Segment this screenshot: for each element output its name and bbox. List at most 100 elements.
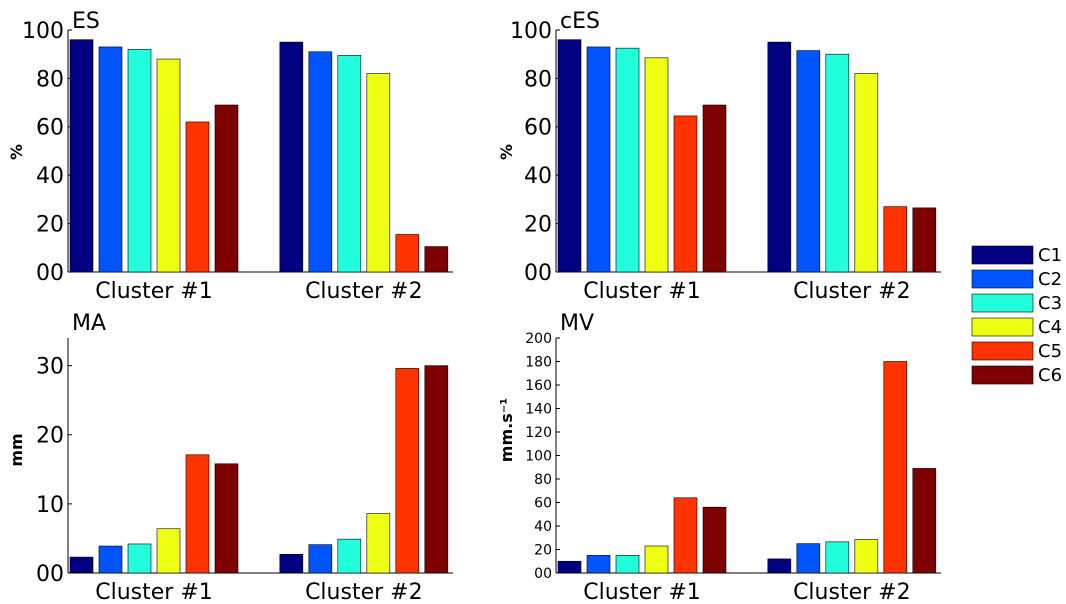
y-tick-label: 00 <box>524 261 552 286</box>
bar-c3-1 <box>127 49 152 273</box>
bar-c2-1 <box>98 545 123 574</box>
y-tick-label: 20 <box>524 213 552 238</box>
legend-swatch <box>971 341 1034 361</box>
legend-swatch <box>971 269 1034 289</box>
bar-c4-1 <box>644 57 669 273</box>
y-tick-label: 20 <box>36 213 64 238</box>
bar-c4-2 <box>366 73 391 273</box>
bar-c1-2 <box>767 41 792 273</box>
y-tick-label: 00 <box>36 261 64 286</box>
plot-area: 00 20 40 60 80 100 120 140 160 180 200 Cluster #1 Cl… <box>525 331 941 604</box>
bar-c4-1 <box>156 528 181 574</box>
bar-c6-1 <box>214 104 239 273</box>
bar-c6-2 <box>912 207 937 273</box>
y-tick-label: 10 <box>36 493 64 518</box>
legend-swatch <box>971 245 1034 265</box>
y-axis-label: % <box>7 144 26 160</box>
x-tick-label: Cluster #2 <box>305 279 423 304</box>
bar-c5-1 <box>185 454 210 574</box>
bar-c3-2 <box>825 53 850 273</box>
plot-area: 00 20 40 60 80 100 Cluster #1 Cluster #2 <box>510 19 941 304</box>
bar-c5-2 <box>883 206 908 273</box>
bar-c5-1 <box>673 497 698 574</box>
legend-swatch <box>971 365 1034 385</box>
bar-c4-2 <box>366 513 391 574</box>
bar-c2-2 <box>796 50 821 273</box>
bar-c2-1 <box>98 46 123 273</box>
legend-label: C2 <box>1038 269 1062 290</box>
bar-c1-2 <box>767 558 792 574</box>
bar-c2-2 <box>796 543 821 574</box>
bar-c6-1 <box>702 506 727 574</box>
plot-area: 00 10 20 30 Cluster #1 Cluster #2 <box>36 338 453 604</box>
y-tick-label: 140 <box>525 402 552 418</box>
legend: C1 C2 C3 C4 C5 C6 <box>969 239 1062 397</box>
bar-c2-2 <box>308 51 333 273</box>
x-tick-label: Cluster #1 <box>95 580 213 604</box>
bar-c5-2 <box>395 234 420 273</box>
bar-c2-1 <box>586 555 611 574</box>
y-tick-label: 60 <box>36 116 64 141</box>
subplot-title: cES <box>560 9 600 34</box>
bar-c6-1 <box>214 463 239 574</box>
bar-c3-2 <box>825 541 850 574</box>
y-tick-label: 100 <box>510 19 552 44</box>
y-tick-label: 200 <box>525 331 552 347</box>
bar-c5-1 <box>185 121 210 273</box>
bar-c3-1 <box>127 543 152 574</box>
x-tick-label: Cluster #2 <box>793 279 911 304</box>
subplot-title: MV <box>560 311 594 336</box>
y-tick-label: 00 <box>36 562 64 587</box>
subplot-mv: MV mm.s⁻¹ <box>497 311 594 462</box>
bar-c2-2 <box>308 544 333 574</box>
y-axis-label: % <box>497 144 516 160</box>
subplot-title: MA <box>72 311 106 336</box>
y-tick-label: 180 <box>525 355 552 371</box>
y-tick-label: 20 <box>36 424 64 449</box>
bar-c4-2 <box>854 73 879 273</box>
plot-layer: 00 20 40 60 80 100 Cluster #1 Cluster #2 00 20 40 6… <box>22 19 941 604</box>
subplot-ma: MA mm <box>7 311 106 467</box>
y-tick-label: 100 <box>525 449 552 465</box>
bar-c4-1 <box>644 545 669 574</box>
y-tick-label: 80 <box>534 472 552 488</box>
bar-c6-1 <box>702 104 727 273</box>
x-tick-label: Cluster #1 <box>583 279 701 304</box>
legend-label: C1 <box>1038 245 1062 266</box>
bar-c1-1 <box>557 560 582 574</box>
bar-c6-2 <box>912 468 937 574</box>
legend-swatch <box>971 293 1034 313</box>
y-tick-label: 40 <box>534 519 552 535</box>
plot-area: 00 20 40 60 80 100 Cluster #1 Cluster #2 <box>22 19 453 304</box>
legend-label: C4 <box>1038 317 1062 338</box>
y-tick-label: 20 <box>534 543 552 559</box>
y-tick-label: 60 <box>534 496 552 512</box>
bar-c5-1 <box>673 115 698 273</box>
subplot-title: ES <box>72 9 100 34</box>
bar-c6-2 <box>424 365 449 574</box>
legend-label: C5 <box>1038 341 1062 362</box>
y-tick-label: 80 <box>36 67 64 92</box>
subplot-es: ES % <box>7 9 100 160</box>
bar-c1-1 <box>69 39 94 273</box>
x-tick-label: Cluster #1 <box>583 580 701 604</box>
legend-label: C3 <box>1038 293 1062 314</box>
bar-c4-2 <box>854 539 879 574</box>
y-tick-label: 00 <box>534 566 552 582</box>
bar-c1-2 <box>279 554 304 574</box>
y-tick-label: 160 <box>525 378 552 394</box>
bar-c2-1 <box>586 46 611 273</box>
legend-swatch <box>971 317 1034 337</box>
bar-c4-1 <box>156 58 181 273</box>
y-tick-label: 60 <box>524 116 552 141</box>
subplot-ces: cES % <box>497 9 600 160</box>
y-tick-label: 80 <box>524 67 552 92</box>
y-tick-label: 120 <box>525 425 552 441</box>
y-tick-label: 40 <box>36 164 64 189</box>
bar-c1-1 <box>557 39 582 273</box>
bar-c5-2 <box>883 361 908 574</box>
bar-c5-2 <box>395 368 420 574</box>
y-tick-label: 30 <box>36 355 64 380</box>
y-axis-label: mm <box>7 433 26 466</box>
